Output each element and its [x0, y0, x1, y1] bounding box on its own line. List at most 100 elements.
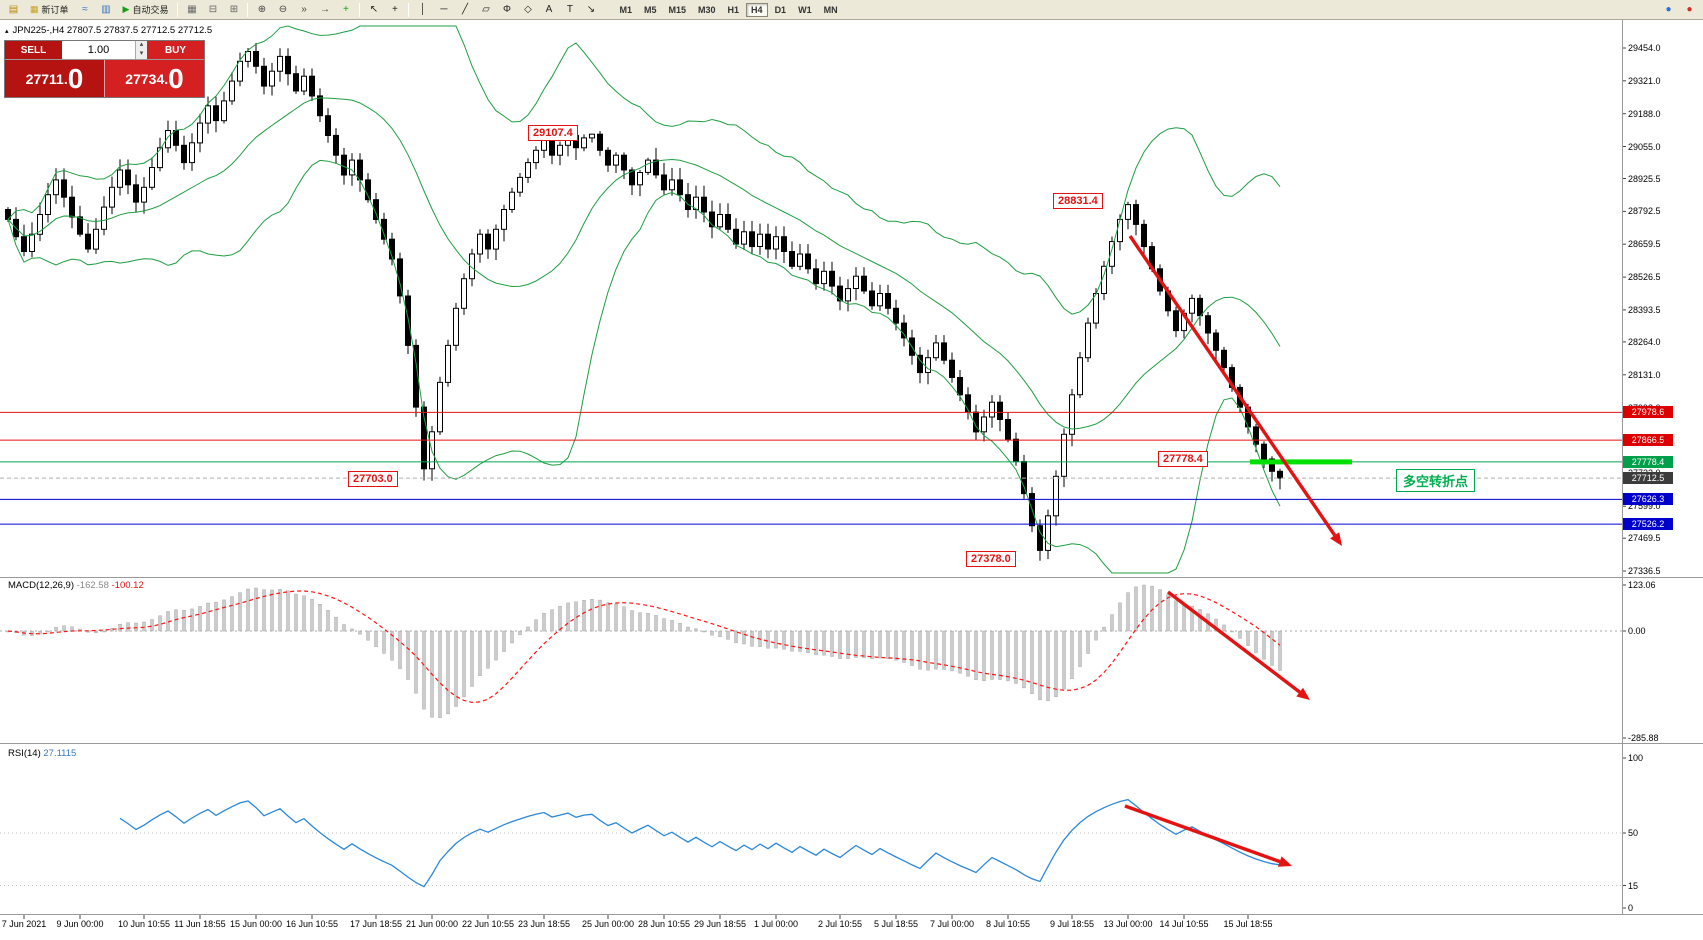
trendline-button[interactable]: ╱ [455, 2, 474, 18]
buy-price-button[interactable]: 27734. 0 [105, 60, 204, 97]
macd-histogram-bar [982, 630, 986, 681]
macd-histogram-bar [294, 593, 298, 632]
community-button[interactable]: ● [1659, 2, 1678, 18]
macd-histogram-bar [1238, 630, 1242, 639]
trend-arrow-head [1330, 532, 1342, 546]
price-callout[interactable]: 27778.4 [1158, 451, 1208, 467]
candle-body [157, 147, 163, 169]
fibonacci-icon: Φ [502, 4, 511, 15]
macd-tick-label: -285.88 [1628, 733, 1659, 743]
candle-body [525, 162, 531, 178]
price-callout[interactable]: 28831.4 [1053, 193, 1103, 209]
candle-body [269, 70, 275, 87]
label-button[interactable]: T [560, 2, 579, 18]
fibonacci-button[interactable]: Φ [497, 2, 516, 18]
timeframe-m5-button[interactable]: M5 [643, 4, 657, 15]
channel-button[interactable]: ▱ [476, 2, 495, 18]
macd-histogram-bar [814, 630, 818, 656]
arrows-button[interactable]: ↘ [581, 2, 600, 18]
macd-histogram-bar [510, 630, 514, 644]
zoom-out-button[interactable]: ⊖ [273, 2, 292, 18]
strategy-tester-button[interactable]: ▥ [97, 2, 116, 18]
timeframe-h1-button[interactable]: H1 [727, 4, 740, 15]
trend-arrow[interactable] [1166, 590, 1301, 694]
lot-value[interactable]: 1.00 [87, 44, 110, 56]
text-button[interactable]: A [539, 2, 558, 18]
trend-arrow[interactable] [1124, 804, 1281, 864]
depth-of-market-button[interactable]: ≈ [76, 2, 95, 18]
candle-body [213, 105, 219, 122]
timeframe-m30-button[interactable]: M30 [698, 4, 716, 15]
macd-tick-label: 123.06 [1628, 580, 1656, 590]
accounts-button[interactable]: ▤ [4, 2, 23, 18]
candle-body [45, 194, 51, 215]
timeframe-d1-button[interactable]: D1 [774, 4, 787, 15]
macd-histogram-bar [182, 610, 186, 632]
candle-body [141, 186, 147, 203]
timeframe-mn-button[interactable]: MN [823, 4, 838, 15]
shapes-button[interactable]: ◇ [518, 2, 537, 18]
new-order-button[interactable]: ▦ 新订单 [25, 2, 74, 18]
indicators-button[interactable]: + [336, 2, 355, 18]
candle-body [109, 186, 115, 208]
horizontal-line-button[interactable]: ─ [434, 2, 453, 18]
lot-decrease-button[interactable]: ▾ [136, 50, 147, 59]
support-highlight-segment[interactable] [1250, 459, 1352, 465]
timeframe-h4-button[interactable]: H4 [746, 2, 768, 17]
candle-body [117, 169, 123, 188]
candle-body [1133, 204, 1139, 225]
trade-panel-price-row: 27711. 0 27734. 0 [5, 60, 204, 97]
candle-body [1085, 322, 1091, 359]
price-callout[interactable]: 27378.0 [966, 551, 1016, 567]
auto-scroll-button[interactable]: » [294, 2, 313, 18]
vertical-line-button[interactable]: │ [413, 2, 432, 18]
time-label: 1 Jul 00:00 [753, 919, 799, 929]
tile-vertically-button[interactable]: ⊞ [224, 2, 243, 18]
zoom-in-button[interactable]: ⊕ [252, 2, 271, 18]
candle-body [509, 191, 515, 210]
timeframe-m1-button[interactable]: M1 [619, 4, 632, 15]
panel-splitter[interactable] [0, 743, 1703, 744]
macd-histogram-bar [438, 630, 442, 719]
collapse-trade-panel-icon[interactable]: ▴ [5, 27, 9, 35]
crosshair-button[interactable]: + [385, 2, 404, 18]
lot-increase-button[interactable]: ▴ [136, 41, 147, 50]
timeframe-m15-button[interactable]: M15 [668, 4, 687, 15]
candle-body [629, 169, 635, 186]
buy-button[interactable]: BUY [147, 41, 204, 59]
cascade-windows-button[interactable]: ▦ [182, 2, 201, 18]
macd-histogram-bar [582, 600, 586, 632]
macd-histogram-bar [278, 589, 282, 632]
macd-histogram-bar [254, 587, 258, 632]
price-callout[interactable]: 27703.0 [348, 471, 398, 487]
sell-price-button[interactable]: 27711. 0 [5, 60, 105, 97]
alerts-button[interactable]: ● [1680, 2, 1699, 18]
candle-body [669, 179, 675, 191]
candle-body [757, 233, 763, 247]
sell-button[interactable]: SELL [5, 41, 62, 59]
candle-body [1093, 293, 1099, 324]
price-callout[interactable]: 29107.4 [528, 125, 578, 141]
autotrade-button[interactable]: ▶ 自动交易 [118, 2, 174, 18]
time-axis-border[interactable] [0, 914, 1703, 915]
timeframe-w1-button[interactable]: W1 [798, 4, 812, 15]
strategy-tester-icon: ▥ [101, 4, 111, 15]
cursor-button[interactable]: ↖ [364, 2, 383, 18]
candle-body [1253, 426, 1259, 445]
candle-body [165, 130, 171, 149]
lot-size-field[interactable]: 1.00 ▴ ▾ [62, 41, 147, 59]
panel-splitter[interactable] [0, 577, 1703, 578]
candle-body [725, 214, 731, 230]
turning-point-annotation[interactable]: 多空转折点 [1396, 469, 1476, 492]
chart-shift-button[interactable]: → [315, 2, 334, 18]
time-label: 15 Jun 00:00 [229, 919, 283, 929]
candle-body [1013, 438, 1019, 462]
trend-arrow[interactable] [1128, 235, 1337, 537]
tile-horizontally-button[interactable]: ⊟ [203, 2, 222, 18]
price-tick-label: 28792.5 [1628, 206, 1661, 217]
candle-body [989, 401, 995, 418]
candle-body [325, 115, 331, 136]
macd-histogram-bar [1046, 630, 1050, 701]
price-scale-border[interactable] [1622, 20, 1623, 915]
